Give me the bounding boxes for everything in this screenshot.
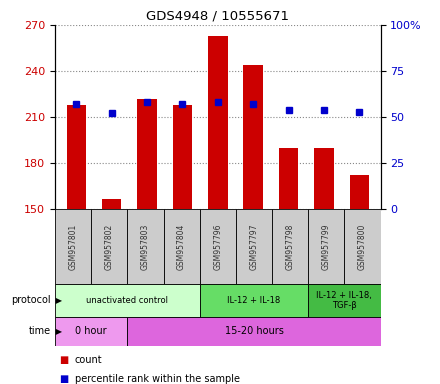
Bar [308, 284, 381, 317]
Bar [127, 209, 164, 284]
Title: GDS4948 / 10555671: GDS4948 / 10555671 [146, 9, 290, 22]
Text: GSM957804: GSM957804 [177, 223, 186, 270]
Text: time: time [29, 326, 51, 336]
Bar [200, 284, 308, 317]
Bar [127, 317, 381, 346]
Text: GSM957801: GSM957801 [69, 223, 77, 270]
Bar [164, 209, 200, 284]
Text: 15-20 hours: 15-20 hours [224, 326, 283, 336]
Bar [172, 105, 192, 209]
Text: IL-12 + IL-18: IL-12 + IL-18 [227, 296, 281, 305]
Bar [243, 65, 263, 209]
Text: GSM957800: GSM957800 [358, 223, 367, 270]
Text: GSM957797: GSM957797 [249, 223, 258, 270]
Bar [272, 209, 308, 284]
Bar [200, 209, 236, 284]
Text: count: count [75, 355, 103, 365]
Text: ■: ■ [59, 355, 69, 365]
Bar [137, 99, 157, 209]
Text: GSM957796: GSM957796 [213, 223, 222, 270]
Bar [314, 148, 334, 209]
Bar [208, 36, 227, 209]
Text: GSM957803: GSM957803 [141, 223, 150, 270]
Text: GSM957799: GSM957799 [322, 223, 331, 270]
Bar [66, 105, 86, 209]
Text: GSM957802: GSM957802 [105, 223, 114, 270]
Bar [102, 199, 121, 209]
Bar [236, 209, 272, 284]
Bar [308, 209, 345, 284]
Bar [350, 175, 369, 209]
Bar [345, 209, 381, 284]
Text: IL-12 + IL-18,
TGF-β: IL-12 + IL-18, TGF-β [316, 291, 372, 310]
Text: 0 hour: 0 hour [75, 326, 107, 336]
Bar [279, 148, 298, 209]
Text: GSM957798: GSM957798 [286, 223, 295, 270]
Bar [55, 317, 127, 346]
Text: ▶: ▶ [53, 296, 62, 305]
Text: protocol: protocol [11, 295, 51, 306]
Text: ▶: ▶ [53, 327, 62, 336]
Bar [55, 284, 200, 317]
Text: unactivated control: unactivated control [86, 296, 169, 305]
Bar [55, 209, 91, 284]
Text: ■: ■ [59, 374, 69, 384]
Bar [91, 209, 127, 284]
Text: percentile rank within the sample: percentile rank within the sample [75, 374, 240, 384]
